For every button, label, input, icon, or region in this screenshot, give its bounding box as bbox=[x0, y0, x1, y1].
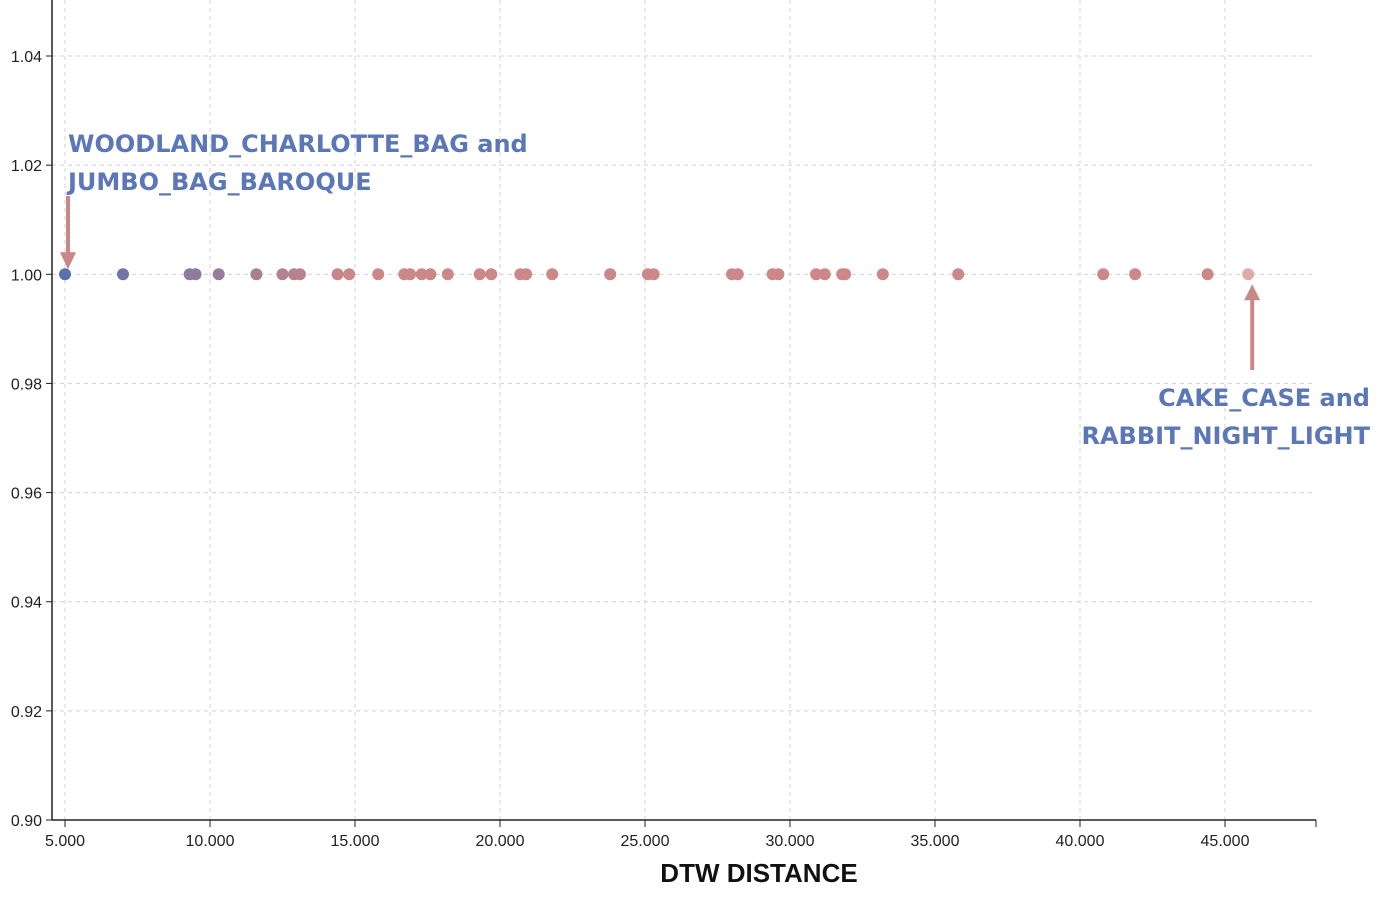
x-tick-label: 10.000 bbox=[186, 833, 235, 850]
data-point bbox=[415, 268, 428, 281]
x-ticks: 5.000 10.000 15.000 20.000 25.000 30.000 35.00… bbox=[45, 820, 1317, 850]
data-point bbox=[1129, 268, 1142, 281]
data-point bbox=[189, 268, 202, 281]
x-tick-label: 30.000 bbox=[766, 833, 815, 850]
x-tick-label: 45.000 bbox=[1201, 833, 1250, 850]
annotations: WOODLAND_CHARLOTTE_BAG and JUMBO_BAG_BARO… bbox=[60, 130, 1371, 450]
data-point bbox=[212, 268, 225, 281]
data-point bbox=[952, 268, 965, 281]
x-tick-label: 25.000 bbox=[621, 833, 670, 850]
data-point bbox=[810, 268, 823, 281]
annotation-label: JUMBO_BAG_BAROQUE bbox=[66, 168, 372, 196]
axes bbox=[51, 0, 1316, 821]
data-point bbox=[604, 268, 617, 281]
data-point bbox=[293, 268, 306, 281]
data-point bbox=[343, 268, 356, 281]
annotation: CAKE_CASE and RABBIT_NIGHT_LIGHT bbox=[1082, 284, 1371, 450]
data-point bbox=[731, 268, 744, 281]
annotation-arrow-head bbox=[60, 252, 76, 270]
data-point bbox=[424, 268, 437, 281]
x-tick-label: 5.000 bbox=[45, 833, 85, 850]
annotation-arrow-head bbox=[1244, 284, 1261, 301]
data-point bbox=[404, 268, 417, 281]
data-point bbox=[117, 268, 129, 281]
annotation-label: CAKE_CASE and bbox=[1158, 384, 1370, 412]
data-point bbox=[250, 268, 263, 281]
x-tick-label: 20.000 bbox=[476, 833, 525, 850]
data-point bbox=[839, 268, 852, 281]
grid-lines bbox=[52, 0, 1316, 820]
y-tick-label: 0.92 bbox=[11, 704, 42, 721]
y-tick-label: 0.98 bbox=[11, 376, 42, 393]
data-point bbox=[520, 268, 533, 281]
data-point bbox=[772, 268, 785, 281]
y-tick-label: 1.04 bbox=[11, 49, 42, 66]
y-ticks: 0.90 0.92 0.94 0.96 0.98 1.00 1.02 1.04 bbox=[11, 49, 52, 830]
y-tick-label: 0.94 bbox=[11, 595, 42, 612]
x-tick-label: 40.000 bbox=[1056, 833, 1105, 850]
x-tick-label: 35.000 bbox=[911, 833, 960, 850]
data-point bbox=[1201, 268, 1214, 281]
data-point bbox=[276, 268, 289, 281]
y-tick-label: 1.00 bbox=[11, 267, 42, 284]
y-tick-label: 0.90 bbox=[11, 813, 42, 830]
data-point bbox=[59, 268, 71, 281]
data-point bbox=[441, 268, 454, 281]
data-points bbox=[59, 268, 1255, 281]
annotation-label: WOODLAND_CHARLOTTE_BAG and bbox=[68, 130, 528, 158]
data-point bbox=[331, 268, 344, 281]
data-point bbox=[876, 268, 889, 281]
data-point bbox=[1242, 268, 1255, 281]
y-tick-label: 0.96 bbox=[11, 486, 42, 503]
data-point bbox=[473, 268, 486, 281]
data-point bbox=[546, 268, 559, 281]
x-tick-label: 15.000 bbox=[331, 833, 380, 850]
annotation-label: RABBIT_NIGHT_LIGHT bbox=[1082, 422, 1371, 450]
data-point bbox=[647, 268, 660, 281]
y-tick-label: 1.02 bbox=[11, 158, 42, 175]
annotation: WOODLAND_CHARLOTTE_BAG and JUMBO_BAG_BARO… bbox=[60, 130, 528, 270]
data-point bbox=[1097, 268, 1110, 281]
data-point bbox=[372, 268, 385, 281]
data-point bbox=[485, 268, 498, 281]
data-point bbox=[818, 268, 831, 281]
x-axis-title: DTW DISTANCE bbox=[660, 858, 857, 888]
